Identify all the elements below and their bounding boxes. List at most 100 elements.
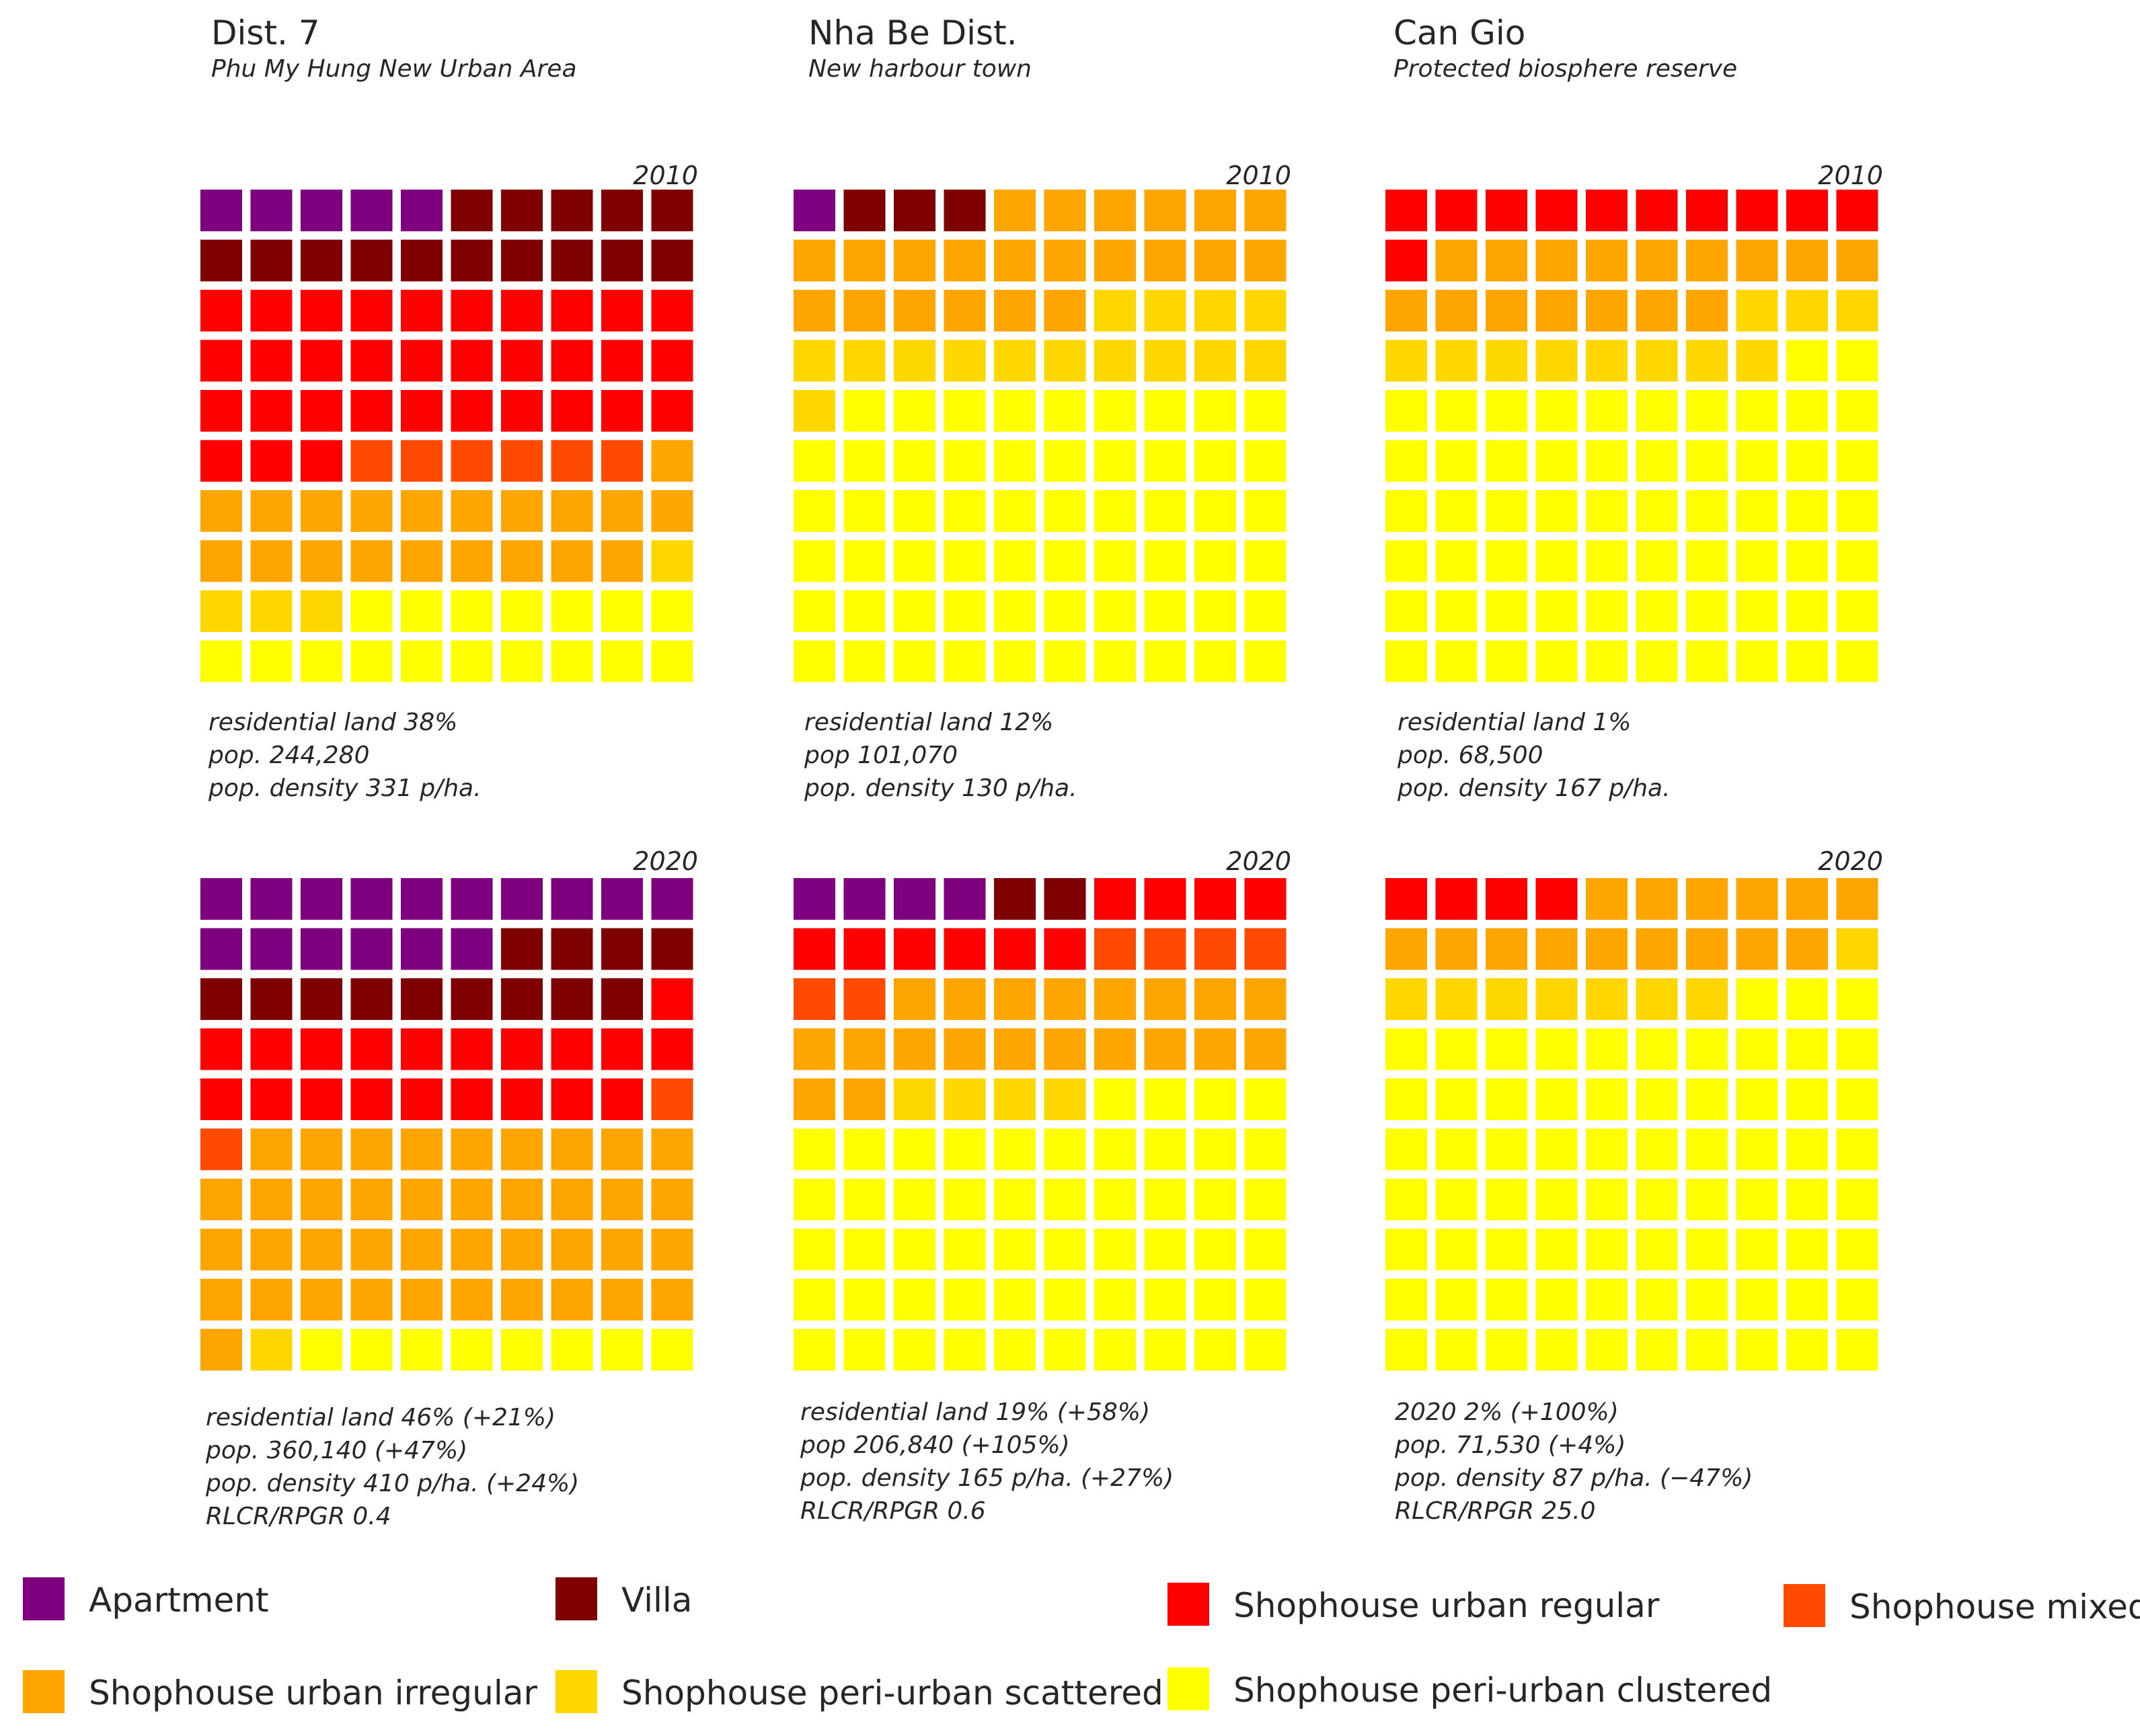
waffle-cell-sh-periurban-clustered [1836, 1179, 1878, 1220]
waffle-cell-sh-urban-regular [1535, 190, 1578, 231]
waffle-cell-sh-periurban-clustered [1486, 1279, 1527, 1320]
waffle-cell-sh-urban-irregular [551, 1179, 593, 1220]
waffle-cell-sh-periurban-clustered [794, 1179, 835, 1220]
waffle-cell-sh-periurban-clustered [1194, 1078, 1236, 1120]
stat-population: pop. 244,280 [208, 742, 370, 769]
waffle-cell-sh-urban-regular [250, 290, 293, 331]
waffle-cell-sh-periurban-clustered [1586, 1228, 1628, 1271]
waffle-cell-sh-urban-regular [1486, 190, 1527, 231]
waffle-cell-sh-urban-irregular [301, 1179, 342, 1220]
waffle-cell-villa [501, 928, 543, 970]
waffle-cell-sh-urban-irregular [451, 540, 493, 582]
waffle-cell-sh-urban-irregular [1636, 928, 1678, 970]
waffle-cell-sh-periurban-clustered [1144, 640, 1186, 682]
waffle-cell-sh-urban-regular [350, 340, 393, 382]
waffle-cell-sh-urban-irregular [994, 978, 1036, 1020]
waffle-cell-sh-urban-irregular [1435, 239, 1478, 282]
waffle-cell-sh-periurban-clustered [350, 640, 393, 682]
waffle-cell-sh-urban-regular [551, 1078, 593, 1120]
waffle-cell-villa [994, 878, 1036, 920]
waffle-cell-sh-urban-regular [451, 290, 493, 331]
waffle-cell-sh-periurban-clustered [1486, 1228, 1527, 1271]
waffle-cell-sh-periurban-scattered [1786, 290, 1828, 331]
waffle-cell-sh-periurban-scattered [1094, 340, 1136, 382]
waffle-cell-sh-periurban-clustered [1836, 1028, 1878, 1070]
waffle-cell-sh-urban-irregular [200, 1329, 242, 1371]
waffle-cell-sh-periurban-scattered [1435, 340, 1478, 382]
waffle-cell-sh-urban-regular [1194, 878, 1236, 920]
waffle-cell-sh-urban-regular [200, 1028, 242, 1070]
waffle-cell-sh-periurban-clustered [350, 1329, 393, 1371]
waffle-cell-sh-periurban-scattered [944, 340, 986, 382]
waffle-cell-sh-periurban-clustered [1194, 540, 1236, 582]
column-header-nhabe: Nha Be Dist. New harbour town [808, 12, 1032, 85]
waffle-cell-sh-urban-irregular [200, 1179, 242, 1220]
waffle-cell-sh-urban-irregular [301, 540, 342, 582]
waffle-cell-sh-urban-regular [350, 1078, 393, 1120]
waffle-cell-sh-urban-regular [451, 1078, 493, 1120]
stats-nhabe-2020: residential land 19% (+58%) pop 206,840 … [800, 1396, 1174, 1528]
waffle-cell-sh-periurban-clustered [1435, 440, 1478, 482]
waffle-cell-sh-periurban-clustered [1786, 1279, 1828, 1320]
waffle-cell-sh-urban-irregular [401, 540, 443, 582]
waffle-cell-sh-urban-irregular [843, 290, 886, 331]
waffle-cell-sh-periurban-clustered [451, 1329, 493, 1371]
waffle-cell-sh-urban-irregular [401, 1128, 443, 1171]
waffle-cell-sh-periurban-clustered [1435, 540, 1478, 582]
stat-rlcr-rpgr: RLCR/RPGR 25.0 [1395, 1497, 1596, 1525]
waffle-cell-sh-periurban-clustered [794, 490, 835, 532]
waffle-cell-sh-urban-irregular [501, 1179, 543, 1220]
waffle-chart-cangio-2010: 2010 [1385, 160, 1883, 698]
waffle-cell-sh-periurban-scattered [1144, 290, 1186, 331]
legend-swatch [23, 1577, 65, 1620]
waffle-cell-sh-urban-regular [401, 390, 443, 432]
waffle-cell-sh-periurban-clustered [1786, 490, 1828, 532]
waffle-cell-sh-mixed [1194, 928, 1236, 970]
waffle-cell-sh-urban-irregular [401, 1179, 443, 1220]
waffle-cell-sh-periurban-clustered [401, 640, 443, 682]
waffle-cell-sh-periurban-clustered [501, 640, 543, 682]
waffle-cell-apartment [200, 928, 242, 970]
waffle-cell-sh-urban-regular [1244, 878, 1287, 920]
waffle-cell-sh-periurban-clustered [451, 590, 493, 632]
waffle-cell-sh-mixed [1244, 928, 1287, 970]
waffle-cell-sh-periurban-scattered [1244, 290, 1287, 331]
waffle-cell-sh-urban-regular [200, 340, 242, 382]
waffle-cell-sh-periurban-clustered [794, 1329, 835, 1371]
waffle-cell-sh-urban-regular [551, 290, 593, 331]
waffle-cell-sh-urban-irregular [994, 290, 1036, 331]
stat-density: pop. density 87 p/ha. (−47%) [1395, 1464, 1753, 1492]
waffle-cell-sh-periurban-scattered [1686, 978, 1728, 1020]
stats-cangio-2010: residential land 1% pop. 68,500 pop. den… [1398, 706, 1671, 805]
waffle-cell-sh-periurban-clustered [1194, 1279, 1236, 1320]
waffle-cell-sh-periurban-clustered [1736, 1179, 1778, 1220]
waffle-cell-sh-periurban-clustered [843, 1128, 886, 1171]
waffle-cell-sh-periurban-clustered [501, 1329, 543, 1371]
stat-density: pop. density 165 p/ha. (+27%) [800, 1464, 1174, 1492]
waffle-cell-sh-periurban-clustered [1044, 540, 1086, 582]
waffle-cell-sh-urban-irregular [501, 1279, 543, 1320]
waffle-cell-sh-periurban-clustered [1736, 1078, 1778, 1120]
waffle-cell-sh-urban-irregular [1486, 290, 1527, 331]
waffle-cell-sh-periurban-clustered [894, 390, 935, 432]
waffle-cell-sh-periurban-clustered [794, 590, 835, 632]
stat-density: pop. density 331 p/ha. [208, 775, 482, 802]
waffle-cell-villa [601, 239, 643, 282]
waffle-cell-sh-periurban-clustered [1636, 1179, 1678, 1220]
waffle-cell-sh-periurban-clustered [894, 540, 935, 582]
waffle-cell-sh-urban-irregular [843, 1028, 886, 1070]
waffle-cell-sh-periurban-clustered [994, 590, 1036, 632]
waffle-cell-sh-mixed [651, 1078, 693, 1120]
waffle-cell-sh-urban-irregular [301, 1128, 342, 1171]
waffle-cell-sh-periurban-clustered [1044, 1279, 1086, 1320]
waffle-cell-sh-periurban-clustered [1836, 390, 1878, 432]
waffle-cell-sh-periurban-clustered [894, 640, 935, 682]
waffle-cell-sh-periurban-clustered [1636, 1078, 1678, 1120]
waffle-cell-sh-periurban-clustered [1244, 390, 1287, 432]
waffle-cell-sh-periurban-clustered [1586, 390, 1628, 432]
waffle-cell-sh-periurban-clustered [1435, 1329, 1478, 1371]
waffle-cell-sh-periurban-clustered [1786, 640, 1828, 682]
waffle-cell-apartment [350, 878, 393, 920]
waffle-cell-villa [350, 239, 393, 282]
waffle-cell-sh-urban-irregular [451, 1128, 493, 1171]
